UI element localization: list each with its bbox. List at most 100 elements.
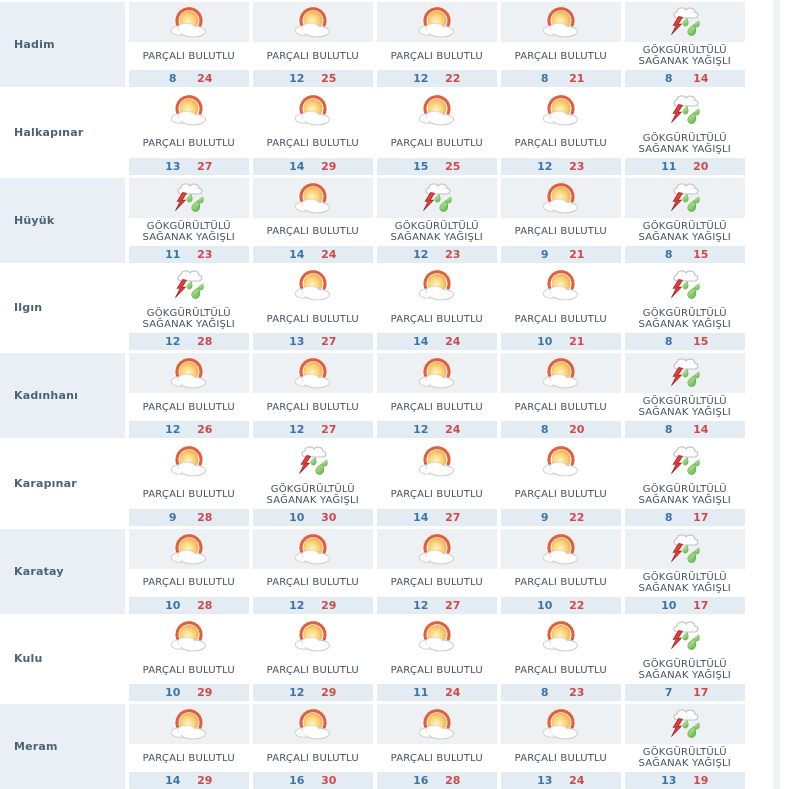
- district-name-link[interactable]: Meram: [0, 704, 125, 789]
- forecast-row: Karatay PARÇALI BULUTLU 10 28: [0, 528, 745, 614]
- weather-icon-box: [624, 89, 745, 130]
- weather-icon-box: [624, 704, 745, 744]
- forecast-cell: PARÇALI BULUTLU 10 22: [500, 528, 621, 614]
- max-temp: 27: [445, 598, 461, 612]
- min-temp: 10: [165, 598, 181, 612]
- min-temp: 11: [413, 686, 429, 700]
- partly-cloudy-icon: [291, 355, 335, 391]
- min-temp: 12: [165, 335, 181, 349]
- temperature-bar: 13 19: [624, 772, 745, 789]
- min-temp: 14: [413, 510, 429, 524]
- forecast-cell: PARÇALI BULUTLU 13 27: [128, 89, 249, 175]
- min-temp: 14: [413, 335, 429, 349]
- forecast-cell: PARÇALI BULUTLU 12 29: [252, 528, 373, 614]
- forecast-row: Meram PARÇALI BULUTLU 14 29: [0, 704, 745, 789]
- partly-cloudy-icon: [539, 4, 583, 40]
- min-temp: 8: [540, 72, 549, 85]
- min-temp: 14: [289, 247, 305, 261]
- max-temp: 24: [197, 72, 213, 85]
- max-temp: 29: [321, 159, 337, 173]
- partly-cloudy-icon: [539, 706, 583, 742]
- forecast-cell: PARÇALI BULUTLU 10 21: [500, 265, 621, 351]
- condition-label: PARÇALI BULUTLU: [376, 480, 497, 509]
- max-temp: 23: [569, 686, 585, 700]
- district-name-link[interactable]: Ilgın: [0, 265, 125, 351]
- forecast-cell: PARÇALI BULUTLU 14 27: [376, 440, 497, 526]
- temperature-bar: 8 14: [624, 421, 745, 438]
- condition-label: PARÇALI BULUTLU: [252, 305, 373, 334]
- weather-icon-box: [624, 177, 745, 218]
- condition-label: GÖKGÜRÜLTÜLÜ SAĞANAK YAĞIŞLI: [624, 568, 745, 597]
- temperature-bar: 8 17: [624, 508, 745, 526]
- condition-label: GÖKGÜRÜLTÜLÜ SAĞANAK YAĞIŞLI: [624, 744, 745, 772]
- min-temp: 9: [540, 510, 549, 524]
- forecast-cell: GÖKGÜRÜLTÜLÜ SAĞANAK YAĞIŞLI 7 17: [624, 616, 745, 702]
- thunderstorm-icon: [665, 3, 705, 41]
- temperature-bar: 8 15: [624, 333, 745, 351]
- temperature-bar: 14 27: [376, 508, 497, 526]
- partly-cloudy-icon: [291, 531, 335, 567]
- forecast-cell: GÖKGÜRÜLTÜLÜ SAĞANAK YAĞIŞLI 8 17: [624, 440, 745, 526]
- district-name-link[interactable]: Karapınar: [0, 440, 125, 526]
- forecast-cell: PARÇALI BULUTLU 12 27: [376, 528, 497, 614]
- thunderstorm-icon: [665, 442, 705, 480]
- district-name-link[interactable]: Hadim: [0, 2, 125, 87]
- temperature-bar: 12 25: [252, 70, 373, 87]
- partly-cloudy-icon: [415, 355, 459, 391]
- condition-label: PARÇALI BULUTLU: [128, 656, 249, 685]
- forecast-row: Halkapınar PARÇALI BULUTLU 13 27: [0, 89, 745, 175]
- partly-cloudy-icon: [415, 531, 459, 567]
- weather-icon-box: [128, 2, 249, 42]
- forecast-cell: GÖKGÜRÜLTÜLÜ SAĞANAK YAĞIŞLI 10 30: [252, 440, 373, 526]
- weather-icon-box: [252, 528, 373, 569]
- temperature-bar: 14 24: [376, 333, 497, 351]
- district-name-link[interactable]: Kulu: [0, 616, 125, 702]
- partly-cloudy-icon: [167, 618, 211, 654]
- temperature-bar: 8 21: [500, 70, 621, 87]
- max-temp: 22: [569, 510, 585, 524]
- condition-label: PARÇALI BULUTLU: [376, 656, 497, 685]
- temperature-bar: 12 29: [252, 596, 373, 614]
- max-temp: 28: [197, 598, 213, 612]
- forecast-row: Ilgın GÖKGÜRÜLTÜLÜ SAĞANAK YAĞIŞLI 12 28: [0, 265, 745, 351]
- forecast-cell: PARÇALI BULUTLU 12 27: [252, 353, 373, 438]
- partly-cloudy-icon: [539, 355, 583, 391]
- forecast-cell: PARÇALI BULUTLU 14 24: [252, 177, 373, 263]
- weather-icon-box: [500, 528, 621, 569]
- temperature-bar: 14 29: [128, 772, 249, 789]
- max-temp: 24: [445, 686, 461, 700]
- temperature-bar: 16 28: [376, 772, 497, 789]
- forecast-cell: GÖKGÜRÜLTÜLÜ SAĞANAK YAĞIŞLI 8 15: [624, 177, 745, 263]
- min-temp: 13: [661, 774, 677, 787]
- min-temp: 10: [537, 598, 553, 612]
- forecast-row: Hüyük GÖKGÜRÜLTÜLÜ SAĞANAK YAĞIŞLI 11 23: [0, 177, 745, 263]
- district-name-link[interactable]: Karatay: [0, 528, 125, 614]
- district-name-link[interactable]: Hüyük: [0, 177, 125, 263]
- temperature-bar: 12 29: [252, 684, 373, 702]
- condition-label: PARÇALI BULUTLU: [252, 744, 373, 772]
- forecast-cell: GÖKGÜRÜLTÜLÜ SAĞANAK YAĞIŞLI 12 23: [376, 177, 497, 263]
- forecast-cell: PARÇALI BULUTLU 11 24: [376, 616, 497, 702]
- temperature-bar: 14 29: [252, 157, 373, 175]
- max-temp: 17: [693, 598, 709, 612]
- weather-icon-box: [624, 616, 745, 657]
- max-temp: 22: [445, 72, 461, 85]
- condition-label: PARÇALI BULUTLU: [500, 42, 621, 70]
- min-temp: 9: [168, 510, 177, 524]
- district-name-link[interactable]: Halkapınar: [0, 89, 125, 175]
- forecast-cell: PARÇALI BULUTLU 12 26: [128, 353, 249, 438]
- district-name-link[interactable]: Kadınhanı: [0, 353, 125, 438]
- forecast-cell: GÖKGÜRÜLTÜLÜ SAĞANAK YAĞIŞLI 8 14: [624, 2, 745, 87]
- forecast-cell: PARÇALI BULUTLU 14 29: [252, 89, 373, 175]
- max-temp: 17: [693, 510, 709, 524]
- min-temp: 12: [289, 423, 305, 436]
- weather-icon-box: [252, 177, 373, 218]
- min-temp: 8: [540, 423, 549, 436]
- min-temp: 8: [540, 686, 549, 700]
- condition-label: PARÇALI BULUTLU: [128, 42, 249, 70]
- forecast-cell: PARÇALI BULUTLU 8 21: [500, 2, 621, 87]
- temperature-bar: 10 22: [500, 596, 621, 614]
- condition-label: PARÇALI BULUTLU: [500, 656, 621, 685]
- weather-icon-box: [376, 440, 497, 481]
